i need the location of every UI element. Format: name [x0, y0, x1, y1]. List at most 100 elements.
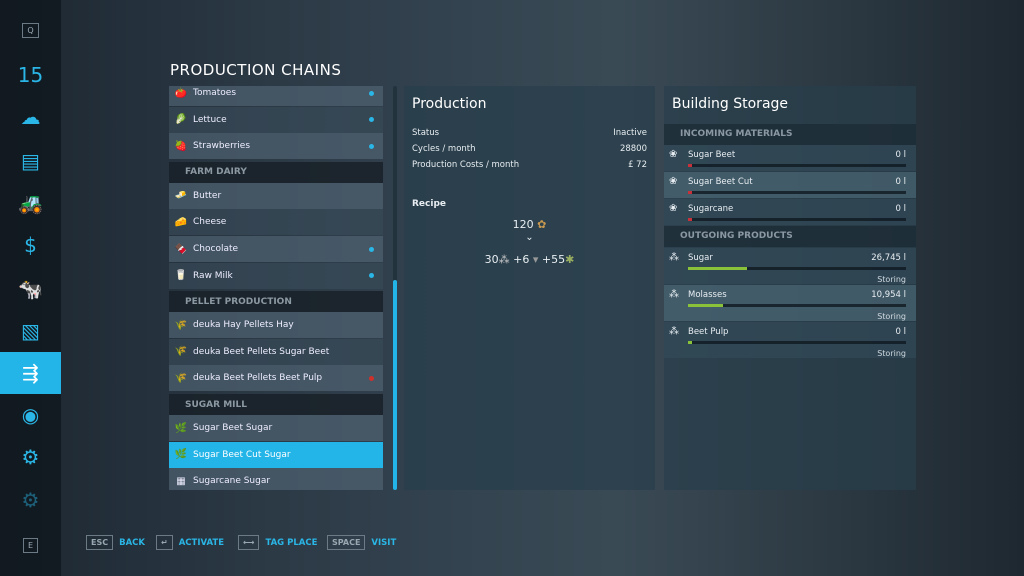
list-item[interactable]: 🥬 Lettuce	[169, 106, 383, 133]
status-dot	[369, 273, 374, 279]
product-icon: 🍫	[174, 243, 188, 255]
list-item[interactable]: 🍓 Strawberries	[169, 133, 383, 160]
list-item[interactable]: 🍅 Tomatoes	[169, 86, 383, 106]
vehicles-icon: 🚜	[18, 191, 43, 215]
product-status: Storing	[877, 275, 906, 284]
sidebar-finances-icon[interactable]: $	[0, 224, 61, 266]
sidebar-settings-icon[interactable]: ⚙	[0, 479, 61, 521]
stats-icon: ▤	[21, 149, 40, 173]
incoming-materials-header: INCOMING MATERIALS	[664, 124, 916, 145]
sidebar-help-icon[interactable]: ◉	[0, 394, 61, 436]
calendar-icon: 15	[17, 63, 44, 87]
production-stat-row: Cycles / month 28800	[412, 144, 647, 154]
list-item[interactable]: 🌾 deuka Hay Pellets Hay	[169, 312, 383, 339]
scrollbar-thumb[interactable]	[393, 280, 397, 490]
sidebar-vehicles-icon[interactable]: 🚜	[0, 182, 61, 224]
sidebar-garage-icon[interactable]: ⚙	[0, 436, 61, 478]
list-item-label: Sugarcane Sugar	[193, 476, 271, 487]
material-amount: 0 l	[895, 177, 906, 187]
storage-item: ⁂ Beet Pulp 0 l Storing	[664, 322, 916, 358]
list-item[interactable]: 🧈 Butter	[169, 182, 383, 209]
sugar-icon: ⁂	[498, 253, 510, 266]
footer-activate-button[interactable]: ↵ ACTIVATE	[156, 535, 224, 550]
molasses-icon: ▾	[532, 253, 539, 266]
key-hint: ⟷	[238, 535, 260, 550]
production-chain-list: 🍅 Tomatoes 🥬 Lettuce 🍓 Strawberries FARM DAIRY…	[169, 86, 383, 490]
production-icon: ⇶	[22, 361, 39, 385]
action-label: VISIT	[371, 537, 397, 548]
list-item[interactable]: 🌾 deuka Beet Pellets Sugar Beet	[169, 338, 383, 365]
product-name: Sugar	[688, 253, 713, 263]
stat-value: Inactive	[613, 128, 647, 138]
fill-bar	[688, 341, 906, 344]
storage-title: Building Storage	[672, 96, 789, 112]
help-icon: ◉	[21, 403, 40, 427]
sidebar-calendar-icon[interactable]: 15	[0, 54, 61, 96]
beet-pulp-icon: ✱	[565, 253, 575, 266]
footer-visit-button[interactable]: SPACE VISIT	[327, 535, 396, 550]
storage-item: ❀ Sugar Beet Cut 0 l	[664, 172, 916, 198]
material-name: Sugar Beet Cut	[688, 177, 753, 187]
fill-bar	[688, 304, 906, 307]
list-item-label: deuka Beet Pellets Sugar Beet	[193, 346, 330, 357]
list-item[interactable]: 🌿 Sugar Beet Cut Sugar	[169, 441, 383, 468]
product-icon: 🌾	[174, 319, 188, 331]
product-icon: 🌾	[174, 346, 188, 358]
key-hint: ↵	[156, 535, 173, 550]
animals-icon: 🐄	[18, 277, 43, 301]
sidebar-animals-icon[interactable]: 🐄	[0, 268, 61, 310]
product-amount: 10,954 l	[871, 290, 906, 300]
product-icon: 🍅	[174, 87, 188, 99]
list-item-label: Cheese	[193, 217, 227, 228]
material-name: Sugarcane	[688, 204, 734, 214]
status-dot	[369, 90, 374, 96]
product-icon: ⁂	[669, 252, 679, 263]
footer-back-button[interactable]: ESC BACK	[86, 535, 145, 550]
list-item[interactable]: 🌾 deuka Beet Pellets Beet Pulp	[169, 365, 383, 392]
fill-bar	[688, 191, 906, 194]
material-icon: ❀	[669, 149, 678, 160]
status-dot	[369, 143, 374, 149]
stat-label: Production Costs / month	[412, 160, 520, 170]
list-item[interactable]: 🥛 Raw Milk	[169, 262, 383, 289]
product-icon: 🥛	[174, 270, 188, 282]
material-name: Sugar Beet	[688, 150, 736, 160]
key-hint: SPACE	[327, 535, 366, 550]
recipe-output: 30⁂ +6 ▾ +55✱	[404, 253, 655, 266]
fill-bar	[688, 218, 906, 221]
sidebar-contracts-icon[interactable]: ▧	[0, 310, 61, 352]
action-label: BACK	[119, 537, 145, 548]
list-item-label: Raw Milk	[193, 270, 233, 281]
garage-icon: ⚙	[21, 445, 40, 469]
list-item[interactable]: 🍫 Chocolate	[169, 236, 383, 262]
action-label: TAG PLACE	[265, 537, 318, 548]
finances-icon: $	[24, 233, 37, 257]
product-amount: 26,745 l	[871, 253, 906, 263]
product-icon: 🧈	[174, 190, 188, 202]
weather-icon: ☁	[20, 105, 41, 129]
key-hint: ESC	[86, 535, 114, 550]
settings-icon: ⚙	[21, 488, 40, 512]
list-item-label: deuka Hay Pellets Hay	[193, 320, 294, 331]
product-status: Storing	[877, 349, 906, 358]
sidebar-weather-icon[interactable]: ☁	[0, 96, 61, 138]
footer-tag-place-button[interactable]: ⟷ TAG PLACE	[238, 535, 317, 550]
list-section-header: FARM DAIRY	[169, 161, 383, 183]
product-icon: 🌿	[174, 449, 188, 461]
list-section-header: SUGAR MILL	[169, 394, 383, 415]
storage-item: ❀ Sugarcane 0 l	[664, 199, 916, 225]
sidebar-stats-icon[interactable]: ▤	[0, 140, 61, 182]
list-scrollbar[interactable]	[393, 86, 397, 490]
list-item[interactable]: ▦ Sugarcane Sugar	[169, 468, 383, 490]
action-label: ACTIVATE	[178, 537, 225, 548]
sidebar-production-icon[interactable]: ⇶	[0, 352, 61, 394]
status-dot	[369, 246, 374, 252]
stat-value: 28800	[619, 144, 647, 154]
list-item[interactable]: 🧀 Cheese	[169, 209, 383, 236]
material-icon: ❀	[669, 176, 678, 187]
product-icon: 🥬	[174, 114, 188, 126]
stat-value: £ 72	[628, 160, 647, 170]
list-item[interactable]: 🌿 Sugar Beet Sugar	[169, 415, 383, 441]
status-dot	[369, 117, 374, 123]
list-item-label: Tomatoes	[193, 88, 237, 98]
